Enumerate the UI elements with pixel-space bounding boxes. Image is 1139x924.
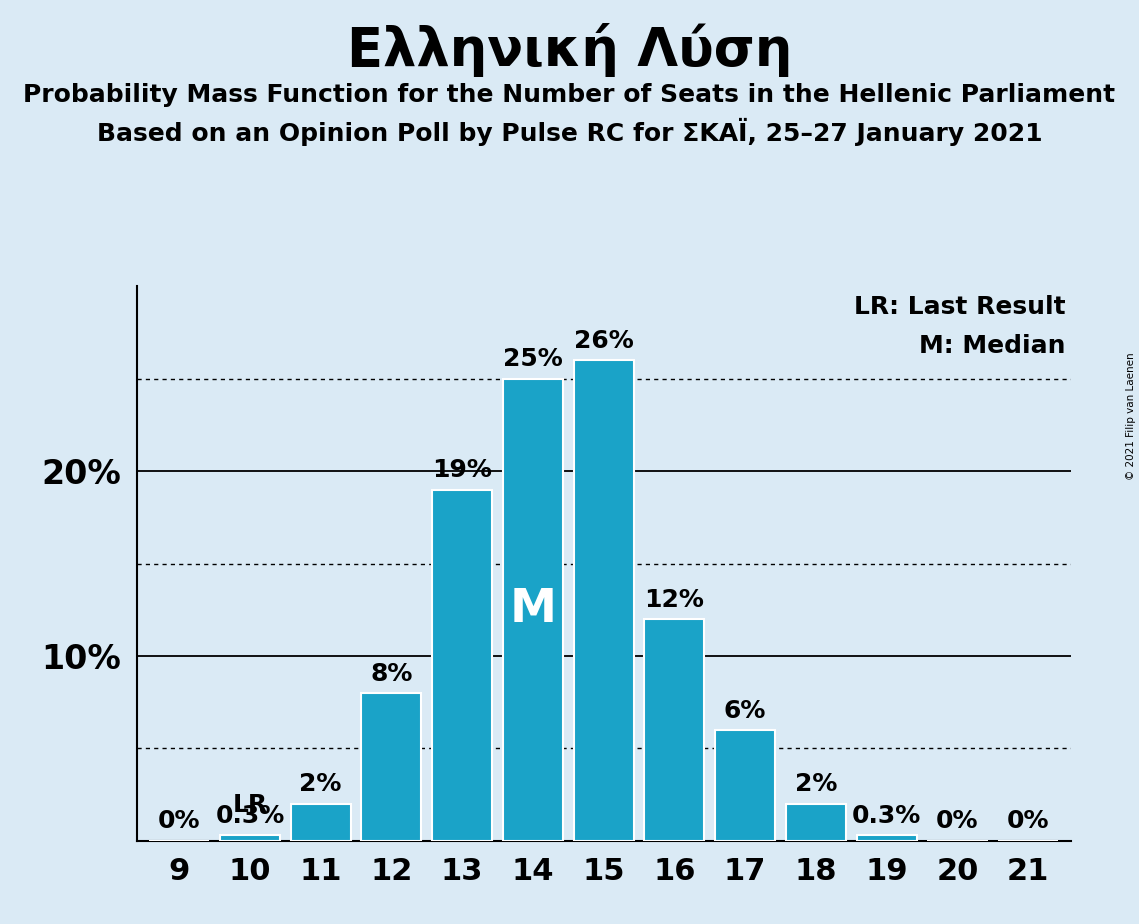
Bar xyxy=(857,835,917,841)
Bar xyxy=(361,693,421,841)
Text: Based on an Opinion Poll by Pulse RC for ΣΚΑΪ, 25–27 January 2021: Based on an Opinion Poll by Pulse RC for… xyxy=(97,118,1042,146)
Text: LR: LR xyxy=(232,793,268,817)
Bar xyxy=(574,360,633,841)
Text: 8%: 8% xyxy=(370,662,412,686)
Text: 19%: 19% xyxy=(432,458,492,482)
Text: 0%: 0% xyxy=(1007,809,1049,833)
Bar xyxy=(502,379,563,841)
Bar xyxy=(432,490,492,841)
Text: M: M xyxy=(509,588,557,632)
Bar xyxy=(715,730,776,841)
Text: 26%: 26% xyxy=(574,329,633,353)
Text: 0%: 0% xyxy=(158,809,200,833)
Text: 12%: 12% xyxy=(645,588,704,612)
Text: 0.3%: 0.3% xyxy=(215,804,285,828)
Text: 6%: 6% xyxy=(724,699,767,723)
Bar xyxy=(786,804,846,841)
Text: Ελληνική Λύση: Ελληνική Λύση xyxy=(346,23,793,77)
Text: 2%: 2% xyxy=(795,772,837,796)
Text: M: Median: M: Median xyxy=(919,334,1066,358)
Bar xyxy=(220,835,280,841)
Bar xyxy=(290,804,351,841)
Text: © 2021 Filip van Laenen: © 2021 Filip van Laenen xyxy=(1126,352,1136,480)
Text: 25%: 25% xyxy=(503,347,563,371)
Text: 0%: 0% xyxy=(936,809,978,833)
Text: LR: Last Result: LR: Last Result xyxy=(854,295,1066,319)
Text: 2%: 2% xyxy=(300,772,342,796)
Text: 0.3%: 0.3% xyxy=(852,804,921,828)
Text: Probability Mass Function for the Number of Seats in the Hellenic Parliament: Probability Mass Function for the Number… xyxy=(24,83,1115,107)
Bar xyxy=(645,619,705,841)
